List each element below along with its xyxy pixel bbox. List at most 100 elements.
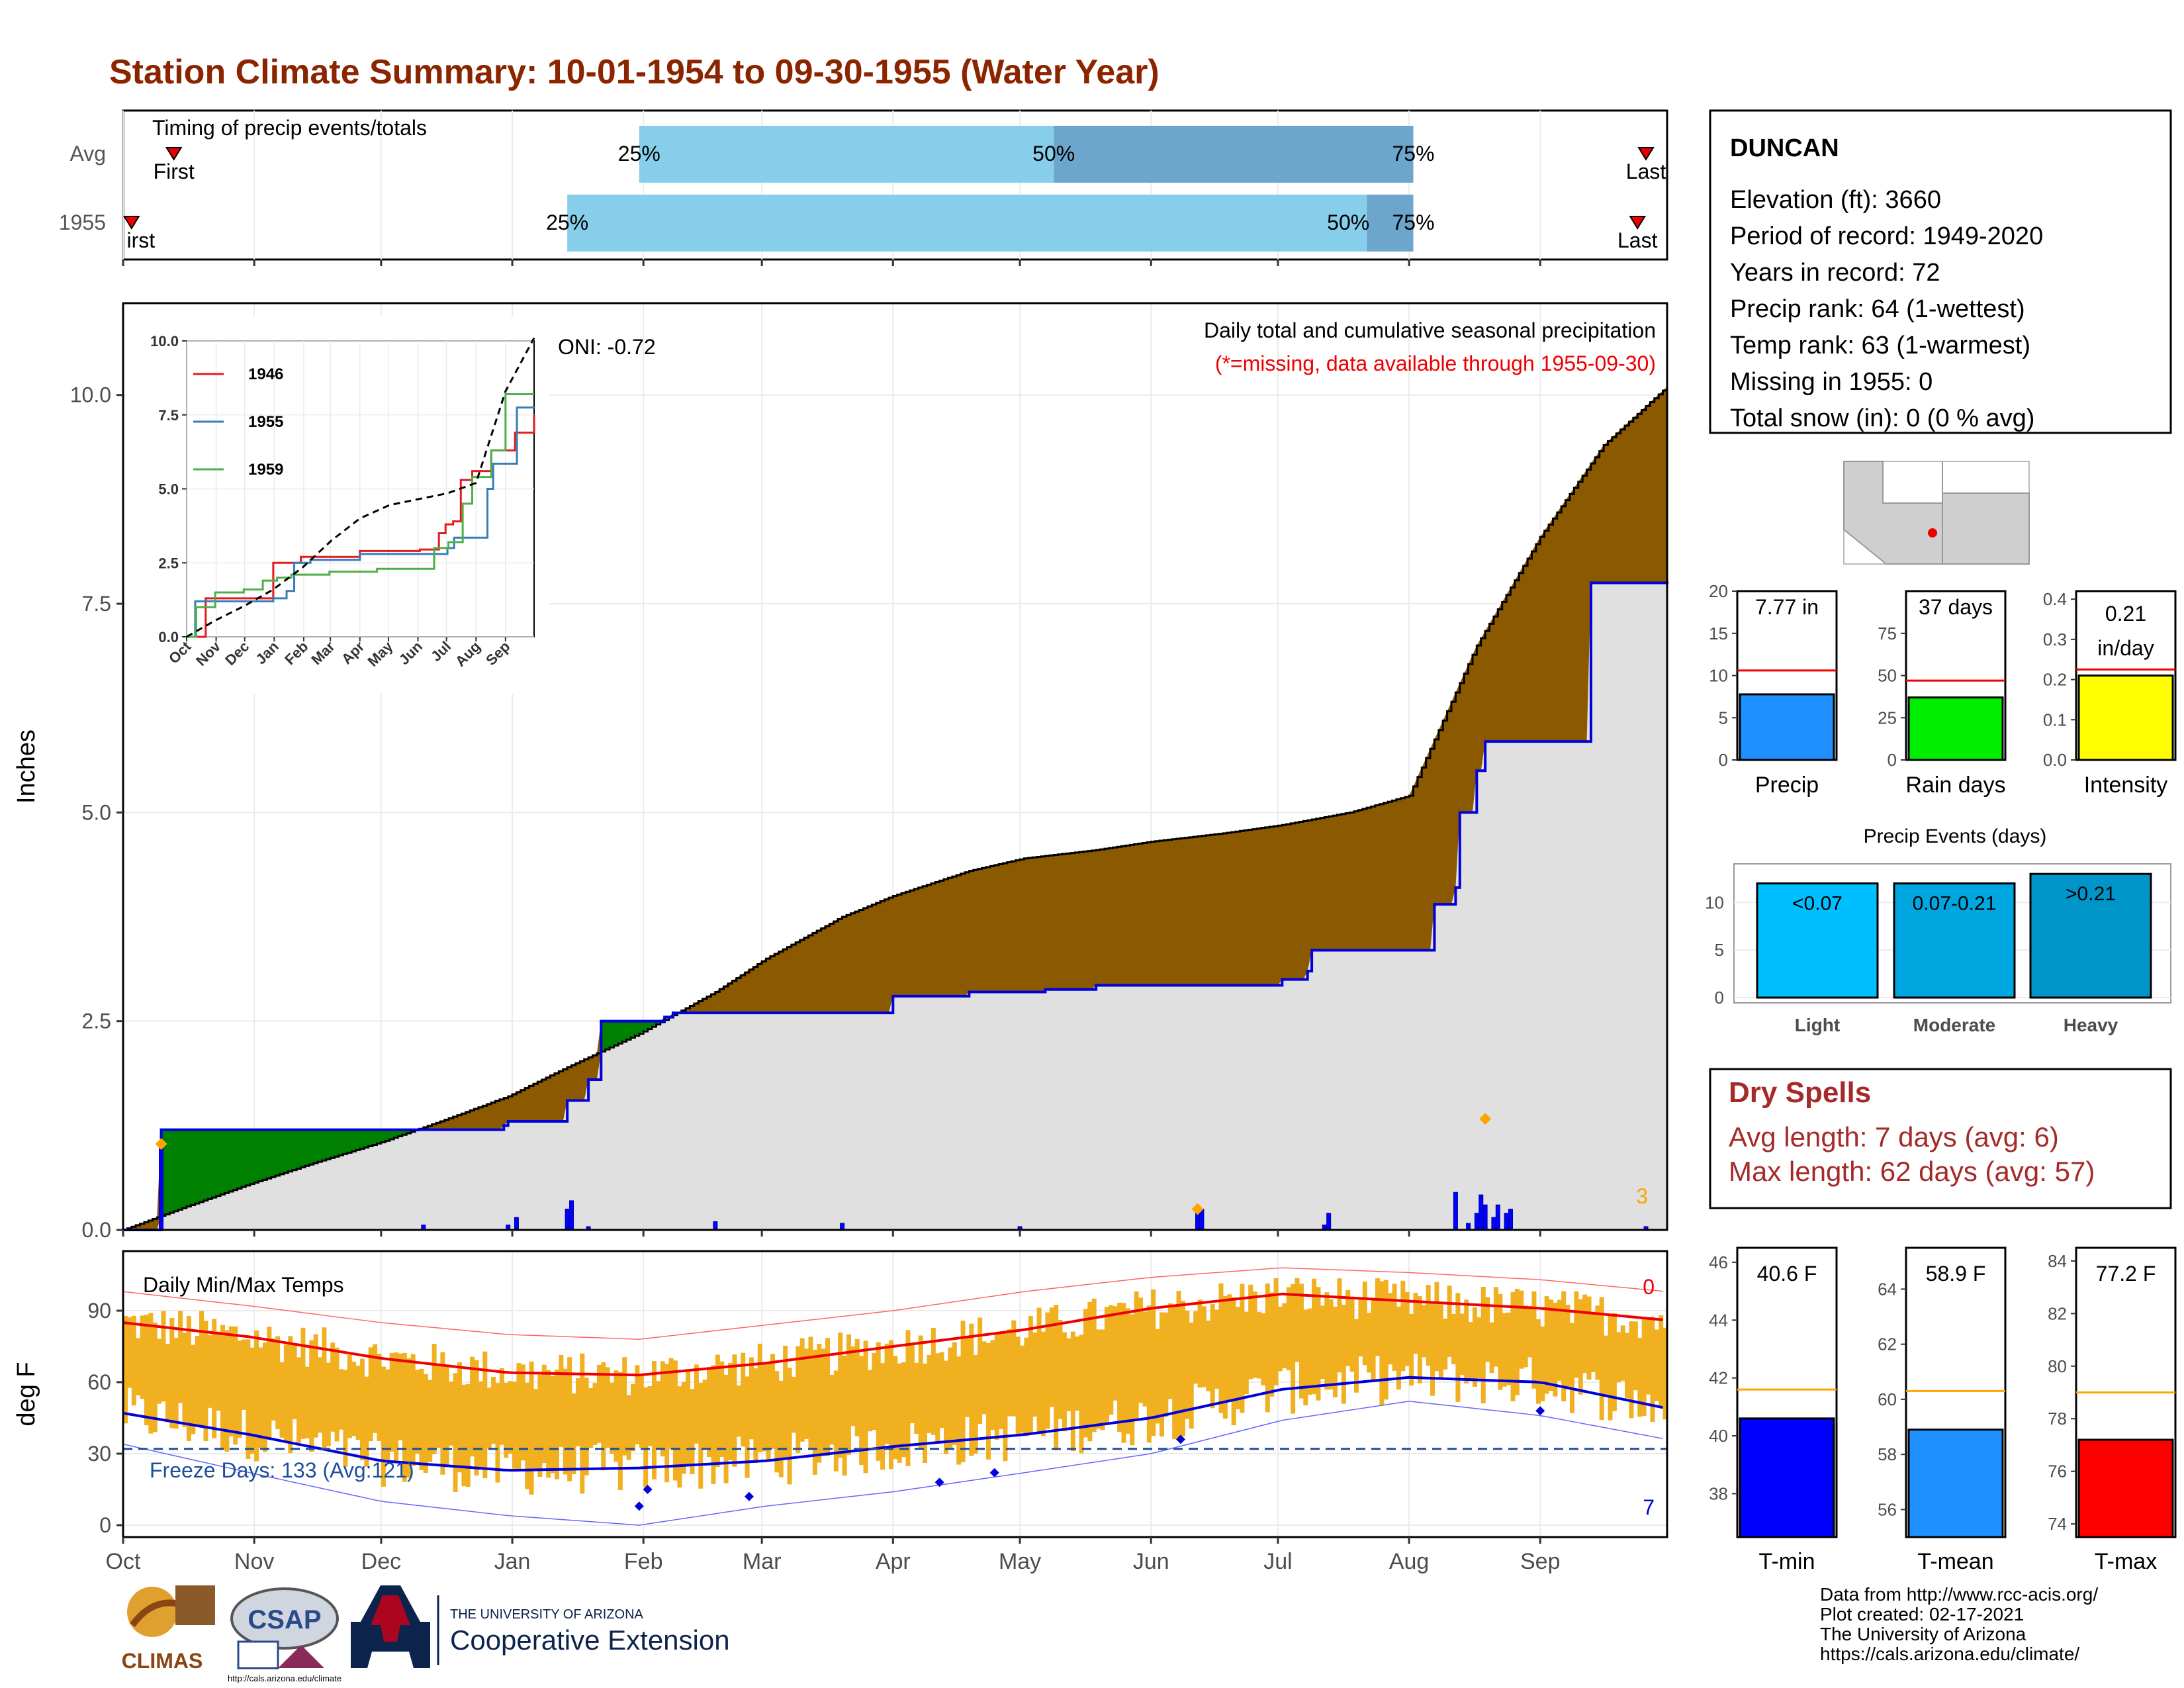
daily-temp-bar [1210,1304,1215,1409]
daily-temp-bar [580,1353,585,1494]
month-label: Sep [1520,1549,1561,1574]
daily-temp-bar [144,1315,149,1426]
daily-temp-bar [1637,1337,1643,1417]
daily-temp-bar [250,1347,255,1454]
daily-temp-bar [216,1331,221,1411]
daily-temp-bar [136,1338,141,1395]
daily-temp-bar [1041,1331,1046,1436]
stat-bar-Rain days [1907,696,2004,761]
daily-temp-bar [1298,1284,1304,1399]
station-line: Missing in 1955: 0 [1730,368,1933,396]
daily-temp-bar [1256,1311,1261,1379]
csap-logo: CSAP http://cals.arizona.edu/climate [228,1587,341,1683]
daily-temp-bar [1400,1280,1406,1372]
month-axis: Oct Nov Dec Jan Feb Mar Apr May Jun Jul Aug Sep [106,259,1561,1574]
daily-temp-bar [525,1382,530,1489]
csap-logo-url: http://cals.arizona.edu/climate [228,1673,341,1683]
stat-bar-Intensity [2077,675,2174,761]
temp-stats-panel: 38 40 42 44 46 40.6 F T-min 56 58 60 62 64 58.9 F T-m… [1709,1246,2177,1574]
daily-temp-bar [753,1368,758,1464]
record-min-line [122,1401,1663,1526]
daily-temp-bar [351,1362,357,1436]
daily-temp-bar [1282,1303,1287,1368]
temp-stat-value-label: 58.9 F [1926,1262,1986,1286]
daily-temp-bar [419,1368,424,1470]
daily-temp-bar [1413,1292,1418,1354]
precip-y-axis: 0.0 2.5 5.0 7.5 10.0 [70,383,123,1242]
daily-temp-bar [428,1380,433,1462]
timing-bar-25-50 [639,126,1054,183]
timing-p75-label: 75% [1392,211,1434,234]
daily-temp-bar [364,1376,369,1467]
daily-temp-bar [1155,1329,1160,1424]
inset-series-line-1955 [187,406,535,638]
daily-temp-bar [1172,1304,1177,1440]
daily-temp-bar [1087,1301,1093,1442]
footer-line: The University of Arizona [1820,1624,2026,1644]
daily-temp-bar [1493,1287,1498,1367]
daily-temp-bar [127,1317,132,1388]
station-line: Total snow (in): 0 (0 % avg) [1730,404,2034,432]
event-category-label: Light [1795,1015,1840,1035]
daily-temp-bar [859,1356,864,1466]
daily-temp-bar [1506,1312,1512,1385]
precip-y-tick-label: 10.0 [70,383,111,407]
daily-temp-bar [647,1385,653,1446]
daily-temp-bar [1578,1299,1583,1395]
daily-temp-bar [1358,1298,1363,1357]
inset-y-tick-label: 5.0 [158,481,179,498]
temp-stat-y-tick-label: 56 [1878,1499,1897,1519]
daily-precip-bar [565,1208,570,1231]
daily-temp-bar [292,1344,297,1419]
daily-temp-bar [605,1367,610,1448]
daily-precip-bar [1479,1194,1484,1231]
daily-temp-bar [850,1346,856,1427]
daily-temp-bar [1531,1291,1537,1389]
footer-credits: Data from http://www.rcc-acis.org/ Plot … [1820,1584,2098,1664]
stat-y-tick-label: 50 [1878,666,1897,686]
daily-temp-bar [1388,1293,1393,1365]
daily-temp-bar [491,1377,496,1444]
timing-p25-label: 25% [618,142,660,165]
daily-temp-bar [1629,1321,1634,1419]
daily-temp-bar [1595,1305,1600,1380]
daily-temp-bar [1185,1310,1190,1419]
precip-y-label: Inches [13,729,40,804]
daily-temp-bar [1443,1318,1448,1370]
daily-temp-bar [1337,1278,1342,1373]
daily-temp-bar [1417,1296,1422,1383]
temp-stat-value-label: 77.2 F [2096,1262,2156,1286]
stat-y-tick-label: 75 [1878,624,1897,643]
daily-temp-bar [377,1354,382,1442]
daily-temp-bar [220,1325,226,1450]
daily-temp-bar [1662,1327,1668,1420]
footer-line: https://cals.arizona.edu/climate/ [1820,1644,2079,1664]
daily-temp-bar [563,1368,568,1475]
temp-stat-y-tick-label: 42 [1709,1368,1728,1388]
daily-temp-bar [1011,1320,1017,1417]
daily-temp-bar [1146,1305,1152,1443]
daily-temp-bar [1193,1311,1199,1384]
inset-y-tick-label: 0.0 [158,629,179,645]
daily-temp-bar [1176,1291,1181,1438]
daily-temp-bar [838,1332,843,1458]
temp-stat-value-label: 40.6 F [1757,1262,1817,1286]
temp-stat-y-tick-label: 44 [1709,1310,1728,1330]
timing-bar-50-75 [1054,126,1414,183]
stat-y-tick-label: 5 [1719,708,1728,727]
daily-temp-bar [1261,1313,1266,1385]
record-max-line [122,1267,1663,1340]
month-label: Aug [1389,1549,1430,1574]
stat-bar-Precip [1739,693,1835,761]
precip-y-tick-label: 5.0 [82,800,111,824]
ua-line1: THE UNIVERSITY OF ARIZONA [450,1607,644,1622]
precip-area-layer [123,387,1668,1231]
daily-temp-bar [728,1362,733,1460]
event-category-label: Heavy [2064,1015,2118,1035]
inset-legend-label: 1959 [248,461,283,479]
month-label: Nov [234,1549,274,1574]
climas-logo-text: CLIMAS [122,1649,203,1673]
